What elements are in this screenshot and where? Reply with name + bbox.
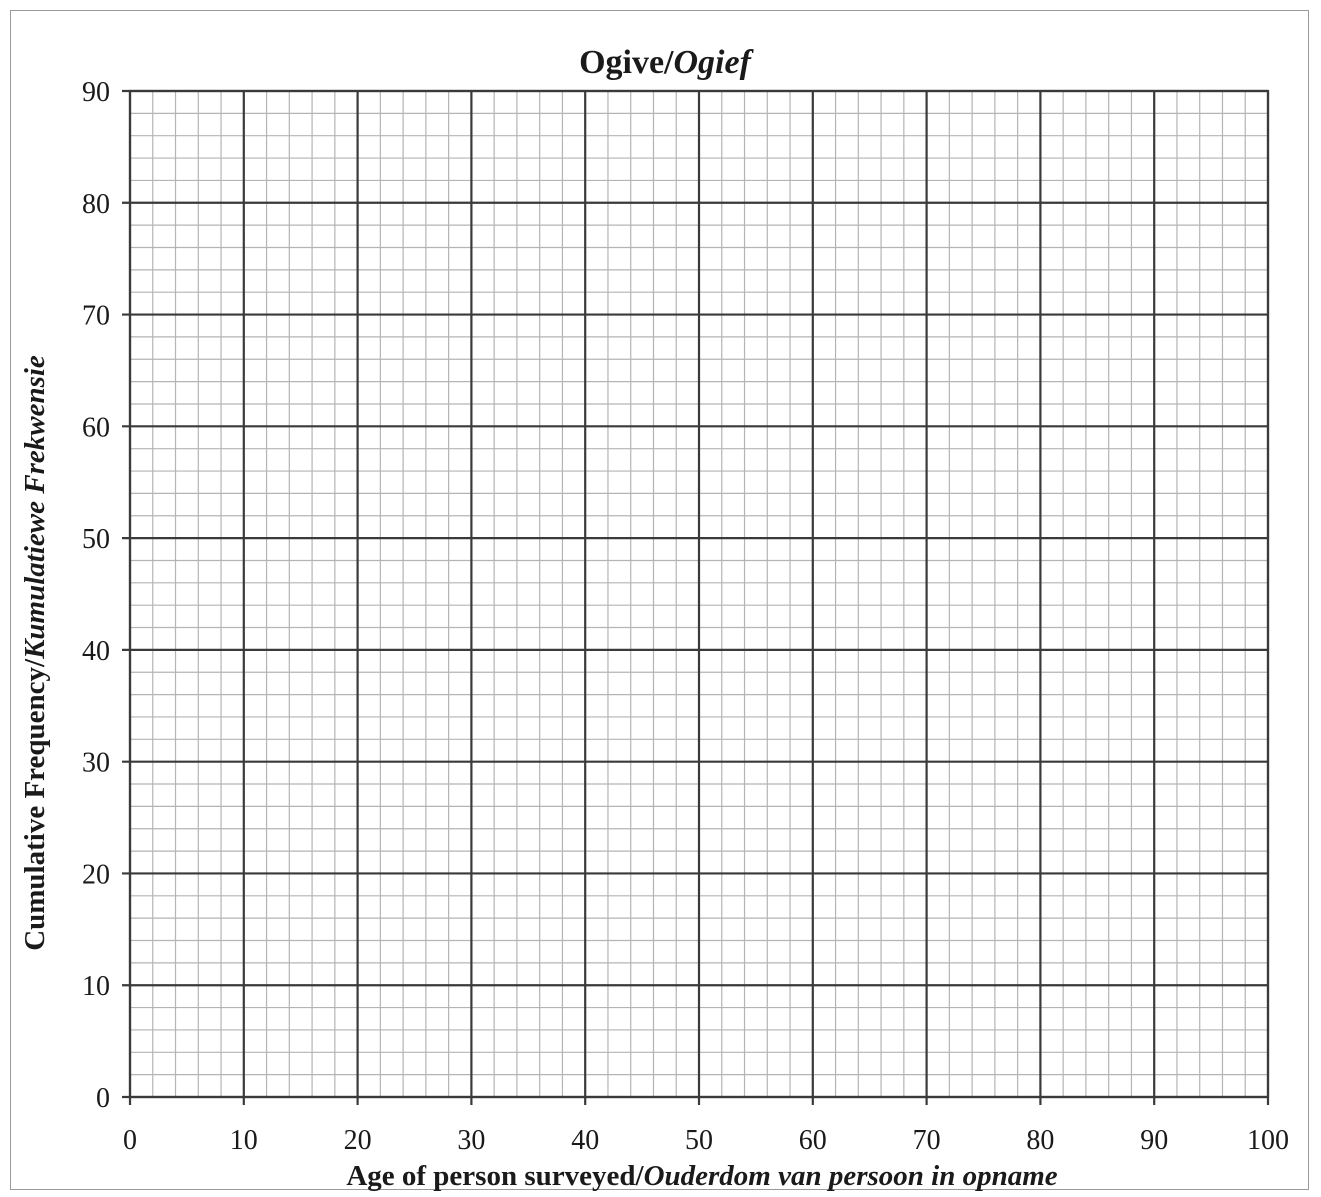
y-tick-label: 80 (82, 189, 110, 220)
chart-title: Ogive/Ogief (579, 44, 755, 81)
y-tick-label: 90 (82, 77, 110, 108)
major-grid (122, 89, 1270, 1105)
x-tick-label: 80 (1026, 1125, 1054, 1156)
chart-title-italic: Ogief (674, 44, 755, 81)
y-axis-label: Cumulative Frequency/Kumulatiewe Frekwen… (19, 355, 51, 951)
chart-frame (10, 10, 1309, 1190)
x-tick-label: 90 (1140, 1125, 1168, 1156)
x-tick-label: 10 (230, 1125, 258, 1156)
y-tick-label: 70 (82, 301, 110, 332)
chart-title-main: Ogive/ (579, 44, 674, 81)
x-tick-label: 20 (344, 1125, 372, 1156)
plot-border (128, 89, 1270, 1099)
y-tick-label: 60 (82, 412, 110, 443)
y-tick-label: 30 (82, 748, 110, 779)
x-axis-label-italic: Ouderdom van persoon in opname (644, 1160, 1058, 1192)
x-tick-labels: 0 10 20 30 40 50 60 70 80 90 100 (123, 1125, 1289, 1156)
x-tick-label: 70 (913, 1125, 941, 1156)
x-tick-label: 0 (123, 1125, 137, 1156)
x-tick-label: 100 (1247, 1125, 1289, 1156)
y-axis-label-main: Cumulative Frequency/ (19, 658, 51, 951)
y-axis-label-italic: Kumulatiewe Frekwensie (19, 355, 51, 660)
y-tick-label: 40 (82, 636, 110, 667)
x-tick-label: 40 (571, 1125, 599, 1156)
y-tick-label: 0 (96, 1083, 110, 1114)
x-axis-label-main: Age of person surveyed/ (346, 1160, 644, 1192)
x-axis-label: Age of person surveyed/Ouderdom van pers… (346, 1160, 1057, 1192)
y-tick-label: 10 (82, 971, 110, 1002)
x-tick-label: 50 (685, 1125, 713, 1156)
y-tick-label: 20 (82, 859, 110, 890)
minor-grid (130, 91, 1268, 1097)
x-tick-label: 30 (457, 1125, 485, 1156)
y-tick-labels: 0 10 20 30 40 50 60 70 80 90 (82, 77, 110, 1114)
x-tick-label: 60 (799, 1125, 827, 1156)
y-tick-label: 50 (82, 524, 110, 555)
